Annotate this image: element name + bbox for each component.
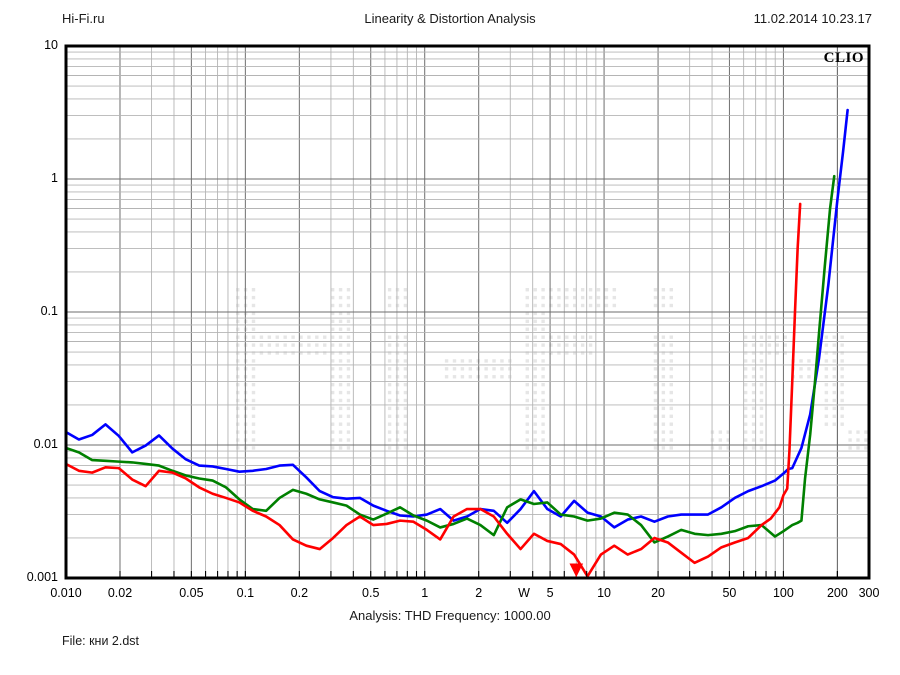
x-axis-tick-label: 0.5 <box>362 586 380 600</box>
x-axis-tick-label: 0.02 <box>107 586 133 600</box>
x-axis-tick-label: 0.010 <box>50 586 82 600</box>
x-axis-tick-label: 5 <box>546 586 554 600</box>
plot-frame <box>64 44 871 580</box>
grid <box>66 46 869 578</box>
x-axis-tick-label: 0.1 <box>236 586 255 600</box>
y-axis-tick-label: 10 <box>44 38 58 52</box>
x-axis-tick-label: 0.05 <box>179 586 204 600</box>
x-axis-tick-label: 0.2 <box>290 586 309 600</box>
y-axis-tick-label: 1 <box>51 171 58 185</box>
x-axis-tick-label: 300 <box>858 586 880 600</box>
file-name-label: File: кни 2.dst <box>62 634 140 648</box>
header-source-label: Hi-Fi.ru <box>62 11 105 26</box>
x-axis-tick-label: 2 <box>475 586 483 600</box>
y-axis-tick-label: 0.01 <box>33 437 58 451</box>
analysis-caption: Analysis: THD Frequency: 1000.00 <box>349 608 551 623</box>
x-axis-tick-label: 10 <box>597 586 612 600</box>
y-axis-tick-label: 0.1 <box>40 304 58 318</box>
series-line-red[interactable] <box>66 202 802 578</box>
clio-brand-logo: CLIO <box>823 50 864 66</box>
x-axis-tick-label: 200 <box>826 586 848 600</box>
page-title: Linearity & Distortion Analysis <box>364 11 536 26</box>
x-axis-tick-label: 1 <box>421 586 429 600</box>
x-axis-tick-label: 100 <box>772 586 794 600</box>
series-line-blue[interactable] <box>66 108 849 529</box>
x-axis-unit-label: W <box>518 586 530 600</box>
header-timestamp: 11.02.2014 10.23.17 <box>753 11 872 26</box>
series-line-green[interactable] <box>66 174 836 544</box>
cursor-marker[interactable] <box>569 563 584 578</box>
x-axis-tick-label: 20 <box>651 586 665 600</box>
watermark <box>236 288 868 450</box>
x-axis-tick-label: 50 <box>722 586 737 600</box>
y-axis-tick-label: 0.001 <box>26 570 58 584</box>
